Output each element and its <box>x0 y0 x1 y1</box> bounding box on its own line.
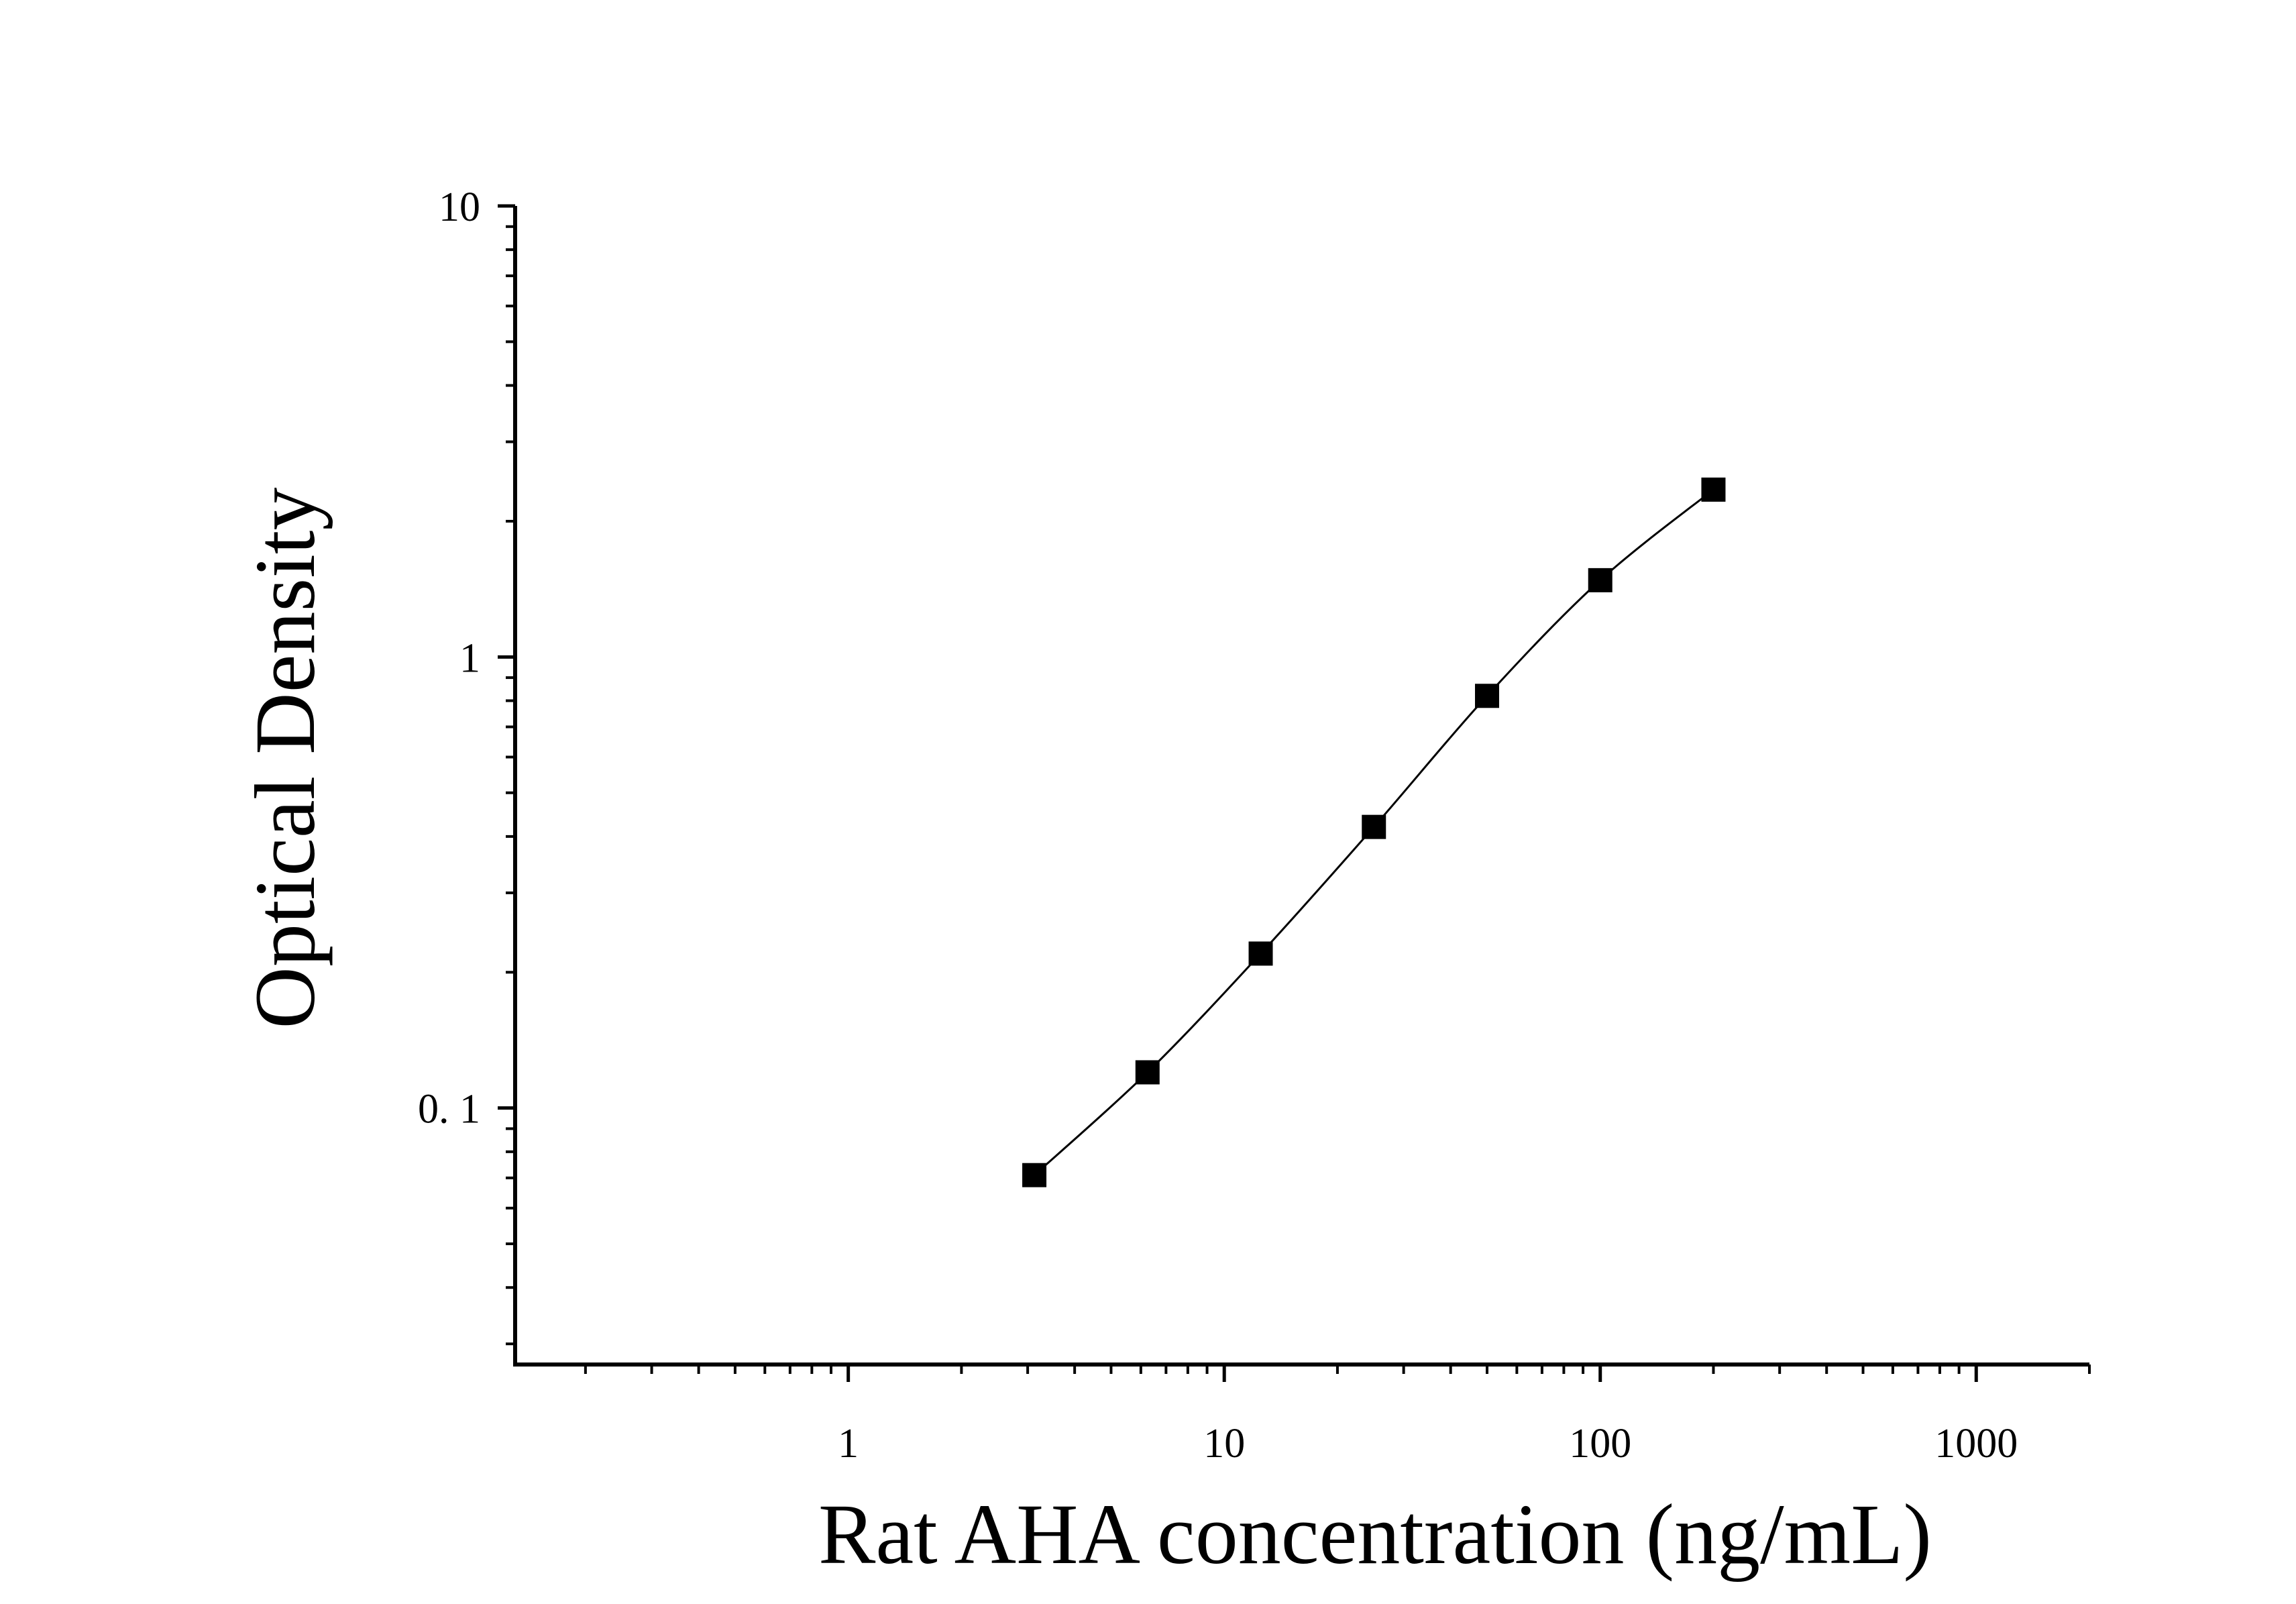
data-points <box>1022 477 1726 1187</box>
y-axis-tick-labels: 0. 1 1 10 <box>418 184 480 1132</box>
data-point <box>1362 814 1386 839</box>
data-point <box>1588 568 1612 592</box>
y-axis-title: Optical Density <box>237 488 333 1029</box>
y-tick-label: 0. 1 <box>418 1087 480 1132</box>
x-axis-title: Rat AHA concentration (ng/mL) <box>818 1487 1932 1582</box>
data-point <box>1701 477 1726 502</box>
x-axis-tick-labels: 1 10 100 1000 <box>838 1421 2018 1466</box>
y-tick-label: 10 <box>439 184 480 230</box>
y-tick-label: 1 <box>459 635 480 681</box>
y-axis-major-ticks <box>498 204 515 1110</box>
x-tick-label: 100 <box>1569 1421 1631 1466</box>
x-tick-label: 10 <box>1203 1421 1245 1466</box>
data-point <box>1474 684 1499 708</box>
data-point <box>1022 1163 1047 1187</box>
x-tick-label: 1 <box>838 1421 859 1466</box>
data-point <box>1248 941 1273 966</box>
x-axis-major-ticks <box>846 1365 1978 1382</box>
x-tick-label: 1000 <box>1934 1421 2018 1466</box>
data-point <box>1135 1060 1160 1085</box>
